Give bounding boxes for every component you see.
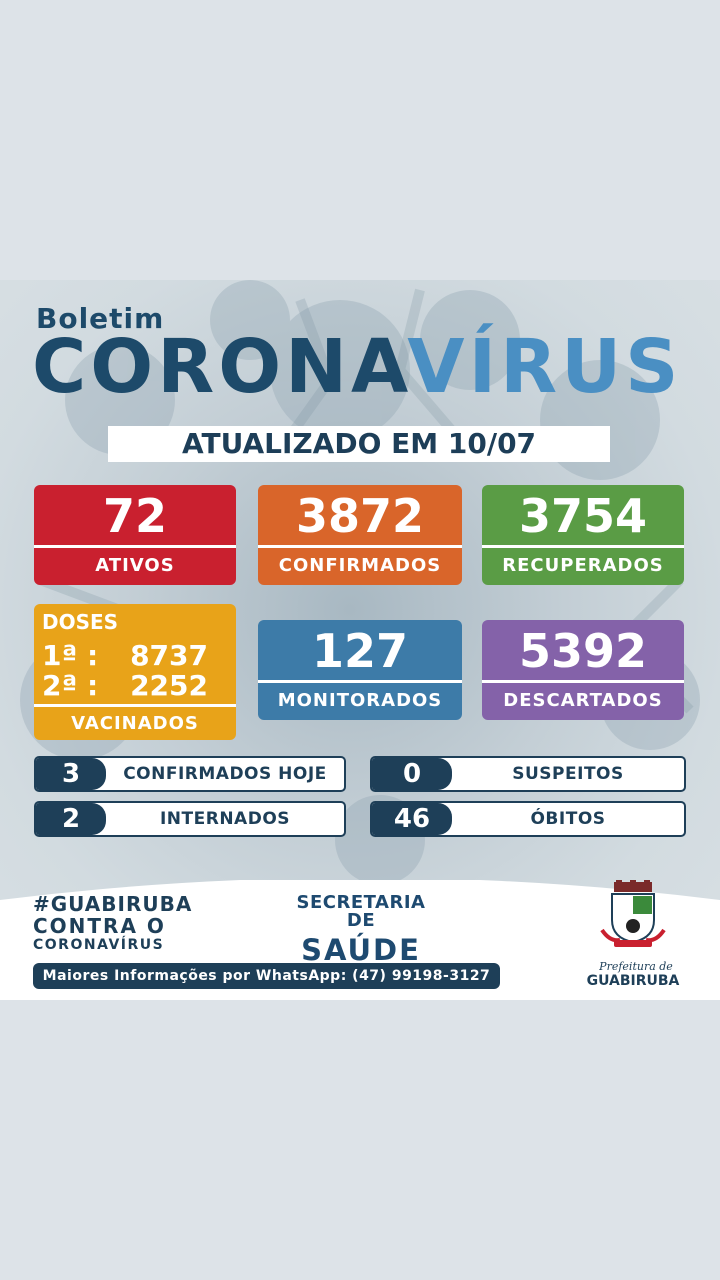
first-dose-value: 8737 (130, 639, 208, 672)
second-dose-label: 2ª : (42, 669, 99, 702)
doses-title: DOSES (42, 610, 119, 634)
secretaria-block: SECRETARIA DE SAÚDE (286, 894, 436, 965)
recuperados-label: RECUPERADOS (502, 555, 664, 576)
confirmados-hoje-label: CONFIRMADOS HOJE (123, 764, 327, 784)
doses-card: DOSES 1ª : 8737 2ª : 2252 VACINADOS (34, 604, 236, 740)
secretaria-line2: SAÚDE (301, 933, 421, 967)
obitos-label: ÓBITOS (530, 809, 606, 829)
card-divider (258, 545, 462, 548)
card-divider (34, 704, 236, 707)
prefeitura-label: Prefeitura de (599, 960, 673, 973)
obitos-pill: 46 ÓBITOS (370, 801, 686, 837)
first-dose-label: 1ª : (42, 639, 99, 672)
first-dose-row: 1ª : 8737 (42, 641, 208, 671)
hashtag-line1: #GUABIRUBA (33, 892, 193, 916)
internados-pill: 2 INTERNADOS (34, 801, 346, 837)
prefeitura-name: GUABIRUBA (586, 973, 680, 989)
monitorados-label: MONITORADOS (277, 690, 443, 711)
city-crest-icon (600, 880, 666, 947)
recuperados-card: 3754 RECUPERADOS (482, 485, 684, 585)
recuperados-value: 3754 (518, 489, 648, 543)
ativos-card: 72 ATIVOS (34, 485, 236, 585)
card-divider (482, 680, 684, 683)
suspeitos-value: 0 (372, 758, 452, 790)
update-date-banner: ATUALIZADO EM 10/07 (108, 426, 610, 462)
descartados-value: 5392 (518, 624, 648, 678)
page-title: CORONAVÍRUS (32, 330, 682, 404)
ativos-label: ATIVOS (95, 555, 175, 576)
confirmados-hoje-pill: 3 CONFIRMADOS HOJE (34, 756, 346, 792)
ativos-value: 72 (102, 489, 167, 543)
bulletin-label: Boletim (36, 302, 165, 335)
obitos-value: 46 (372, 803, 452, 835)
suspeitos-pill: 0 SUSPEITOS (370, 756, 686, 792)
hashtag-line3: CORONAVÍRUS (33, 937, 165, 953)
covid-bulletin: Boletim CORONAVÍRUS ATUALIZADO EM 10/07 … (0, 280, 720, 1000)
confirmados-label: CONFIRMADOS (278, 555, 442, 576)
vacinados-label: VACINADOS (71, 713, 199, 734)
secretaria-line1: SECRETARIA DE (296, 892, 426, 931)
title-virus: VÍRUS (407, 324, 683, 410)
hashtag-line2: CONTRA O (33, 914, 166, 938)
internados-label: INTERNADOS (159, 809, 291, 829)
confirmados-card: 3872 CONFIRMADOS (258, 485, 462, 585)
monitorados-card: 127 MONITORADOS (258, 620, 462, 720)
card-divider (34, 545, 236, 548)
card-divider (482, 545, 684, 548)
descartados-card: 5392 DESCARTADOS (482, 620, 684, 720)
descartados-label: DESCARTADOS (503, 690, 663, 711)
hashtag-block: #GUABIRUBA CONTRA O CORONAVÍRUS (33, 894, 192, 952)
monitorados-value: 127 (311, 624, 409, 678)
title-corona: CORONA (32, 324, 408, 410)
second-dose-value: 2252 (130, 669, 208, 702)
confirmados-value: 3872 (295, 489, 425, 543)
whatsapp-info-bar: Maiores Informações por WhatsApp: (47) 9… (33, 963, 500, 989)
confirmados-hoje-value: 3 (36, 758, 106, 790)
suspeitos-label: SUSPEITOS (512, 764, 624, 784)
second-dose-row: 2ª : 2252 (42, 671, 208, 701)
internados-value: 2 (36, 803, 106, 835)
card-divider (258, 680, 462, 683)
